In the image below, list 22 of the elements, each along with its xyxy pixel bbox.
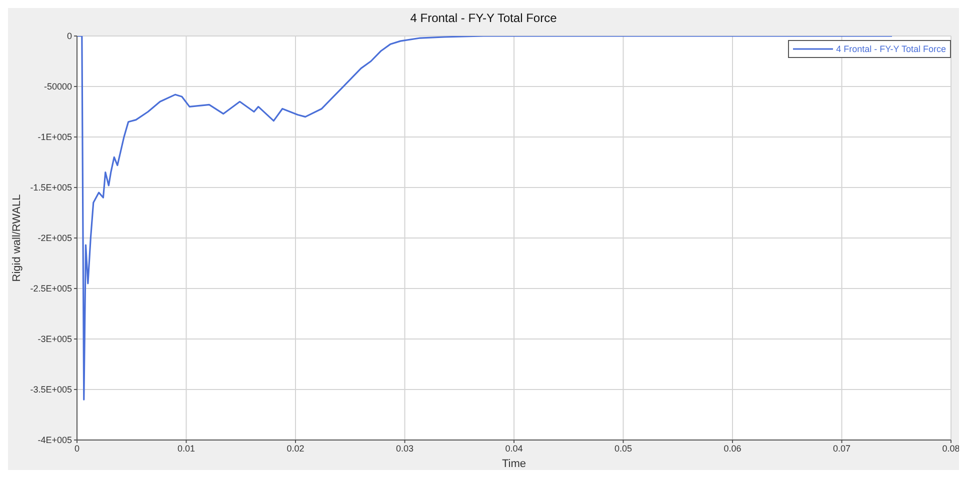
x-tick-label: 0.05: [614, 443, 632, 454]
y-tick-label: 0: [66, 31, 72, 42]
y-axis-title: Rigid wall/RWALL: [10, 194, 23, 282]
x-tick-label: 0.08: [942, 443, 960, 454]
y-tick-label: -2E+005: [38, 233, 72, 244]
x-tick-label: 0.07: [832, 443, 851, 454]
y-tick-label: -1E+005: [38, 132, 72, 142]
x-tick-label: 0.02: [286, 443, 304, 454]
x-axis-title: Time: [502, 458, 526, 470]
chart-title: 4 Frontal - FY-Y Total Force: [409, 10, 558, 27]
y-tick-label: -50000: [44, 82, 72, 92]
x-tick-label: 0.03: [396, 443, 414, 454]
x-tick-label: 0.06: [724, 443, 742, 454]
x-tick-label: 0.01: [177, 443, 196, 454]
y-tick-label: -1.5E+005: [30, 182, 72, 193]
x-tick-label: 0.04: [505, 443, 523, 454]
x-tick-label: 0: [74, 443, 80, 454]
y-tick-label: -3E+005: [38, 334, 72, 344]
y-tick-label: -3.5E+005: [30, 384, 72, 395]
y-tick-label: -4E+005: [38, 435, 72, 446]
y-tick-label: -2.5E+005: [30, 284, 72, 294]
legend-label: 4 Frontal - FY-Y Total Force: [836, 43, 946, 55]
